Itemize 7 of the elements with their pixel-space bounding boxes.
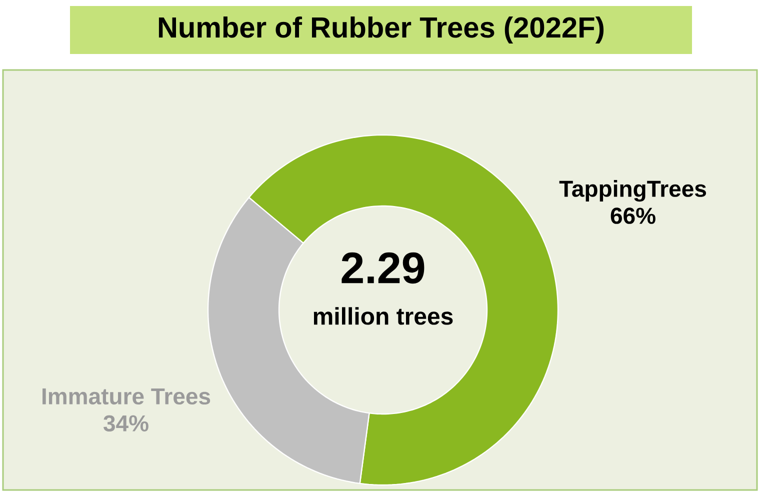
data-label: 66% [610, 208, 656, 224]
slice-label: TappingTrees [559, 180, 706, 202]
chart-title: Number of Rubber Trees (2022F) [158, 16, 604, 44]
text: 2.29 [342, 252, 424, 284]
text: million trees [314, 307, 453, 325]
data-label: 34% [104, 415, 148, 432]
slice-label: Immature Trees [42, 388, 210, 404]
